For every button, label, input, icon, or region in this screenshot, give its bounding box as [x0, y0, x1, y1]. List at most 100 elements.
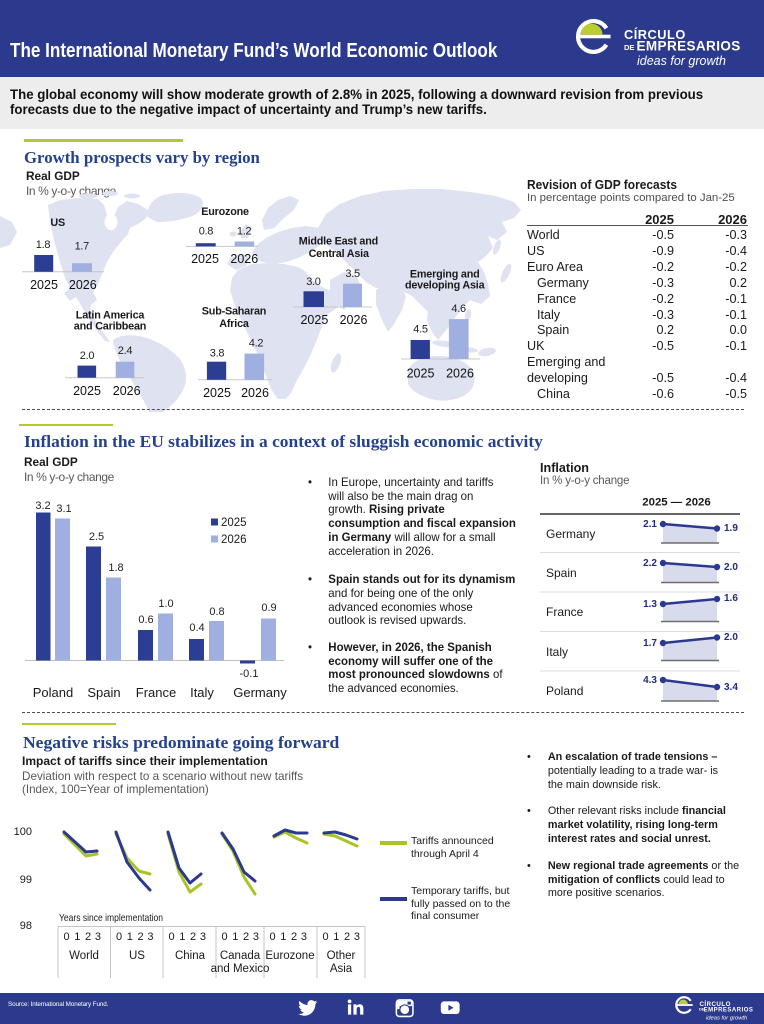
- svg-text:4.3: 4.3: [643, 675, 657, 686]
- svg-text:Years since implementation: Years since implementation: [59, 912, 163, 924]
- svg-text:3: 3: [147, 931, 153, 943]
- svg-text:2025: 2025: [221, 517, 247, 529]
- svg-text:Latin America: Latin America: [76, 310, 146, 322]
- svg-text:Emerging and: Emerging and: [410, 269, 480, 281]
- svg-text:1.0: 1.0: [158, 598, 173, 610]
- svg-text:France: France: [136, 685, 176, 700]
- svg-text:2025: 2025: [300, 313, 328, 327]
- svg-text:2.0: 2.0: [724, 632, 738, 643]
- svg-text:3.0: 3.0: [306, 276, 321, 288]
- svg-text:2: 2: [291, 931, 297, 943]
- svg-text:2026: 2026: [113, 384, 141, 398]
- svg-text:1.7: 1.7: [75, 240, 90, 252]
- svg-text:2.0: 2.0: [724, 562, 738, 573]
- svg-text:ideas for growth: ideas for growth: [637, 54, 726, 68]
- svg-text:Sub-Saharan: Sub-Saharan: [202, 305, 266, 317]
- svg-text:CÍRCULO: CÍRCULO: [624, 27, 686, 42]
- svg-text:Eurozone: Eurozone: [265, 950, 314, 962]
- svg-text:DE: DE: [699, 1008, 705, 1012]
- svg-text:2025: 2025: [73, 384, 101, 398]
- svg-text:1.7: 1.7: [643, 638, 657, 649]
- svg-text:World: World: [69, 950, 99, 962]
- svg-text:US: US: [129, 950, 145, 962]
- svg-text:2025: 2025: [203, 386, 231, 400]
- svg-text:Spain: Spain: [87, 685, 120, 700]
- svg-text:Other: Other: [327, 950, 356, 962]
- svg-text:0.9: 0.9: [261, 602, 276, 614]
- svg-text:2026: 2026: [241, 386, 269, 400]
- svg-text:2025 — 2026: 2025 — 2026: [642, 497, 710, 509]
- svg-text:0.8: 0.8: [209, 606, 224, 618]
- svg-text:Central Asia: Central Asia: [309, 248, 370, 260]
- svg-text:4.6: 4.6: [451, 303, 466, 315]
- svg-text:developing Asia: developing Asia: [405, 280, 486, 292]
- svg-text:0: 0: [322, 931, 328, 943]
- svg-text:1.8: 1.8: [36, 239, 51, 251]
- svg-text:Spain: Spain: [546, 566, 577, 580]
- svg-text:99: 99: [20, 874, 32, 886]
- svg-text:0: 0: [221, 931, 227, 943]
- svg-text:0: 0: [63, 931, 69, 943]
- svg-text:2.2: 2.2: [643, 558, 657, 569]
- svg-text:Eurozone: Eurozone: [201, 206, 249, 218]
- svg-text:Asia: Asia: [330, 963, 353, 975]
- svg-text:3.8: 3.8: [210, 348, 225, 360]
- svg-text:China: China: [175, 950, 206, 962]
- svg-text:Africa: Africa: [219, 318, 250, 330]
- svg-text:4.2: 4.2: [249, 338, 264, 350]
- svg-text:0: 0: [269, 931, 275, 943]
- svg-text:1: 1: [232, 931, 238, 943]
- svg-text:2025: 2025: [407, 367, 435, 381]
- svg-text:3: 3: [95, 931, 101, 943]
- svg-text:-0.1: -0.1: [240, 668, 259, 680]
- svg-text:CÍRCULO: CÍRCULO: [700, 1000, 731, 1008]
- svg-text:Poland: Poland: [546, 684, 583, 698]
- svg-text:and Mexico: and Mexico: [211, 963, 270, 975]
- svg-text:2026: 2026: [446, 367, 474, 381]
- svg-text:Germany: Germany: [546, 527, 595, 541]
- svg-text:3.2: 3.2: [35, 500, 50, 512]
- svg-text:DE: DE: [624, 43, 634, 52]
- svg-text:0: 0: [168, 931, 174, 943]
- svg-text:0: 0: [116, 931, 122, 943]
- svg-text:France: France: [546, 605, 584, 619]
- svg-text:100: 100: [14, 826, 32, 838]
- svg-text:EMPRESARIOS: EMPRESARIOS: [704, 1007, 754, 1013]
- svg-text:Middle East and: Middle East and: [299, 235, 378, 247]
- svg-text:98: 98: [20, 920, 32, 932]
- svg-text:1: 1: [179, 931, 185, 943]
- svg-text:Germany: Germany: [233, 685, 287, 700]
- svg-text:3: 3: [354, 931, 360, 943]
- svg-text:1: 1: [127, 931, 133, 943]
- svg-text:2.4: 2.4: [118, 345, 133, 357]
- svg-text:3: 3: [253, 931, 259, 943]
- svg-text:2026: 2026: [221, 534, 247, 546]
- svg-text:1.8: 1.8: [108, 562, 123, 574]
- svg-text:1.3: 1.3: [643, 599, 657, 610]
- svg-text:Poland: Poland: [33, 685, 73, 700]
- svg-text:1: 1: [333, 931, 339, 943]
- svg-text:3.4: 3.4: [724, 682, 738, 693]
- svg-text:4.5: 4.5: [413, 324, 428, 336]
- svg-text:0.4: 0.4: [189, 622, 204, 634]
- svg-text:Italy: Italy: [546, 645, 568, 659]
- svg-text:3.5: 3.5: [345, 268, 360, 280]
- svg-text:and Caribbean: and Caribbean: [74, 321, 146, 333]
- svg-text:0.6: 0.6: [138, 614, 153, 626]
- svg-text:2026: 2026: [340, 313, 368, 327]
- svg-text:2: 2: [190, 931, 196, 943]
- svg-text:2.1: 2.1: [643, 519, 657, 530]
- svg-text:US: US: [50, 217, 65, 229]
- svg-text:3: 3: [301, 931, 307, 943]
- svg-text:Canada: Canada: [220, 950, 261, 962]
- svg-text:1.6: 1.6: [724, 593, 738, 604]
- svg-text:2.5: 2.5: [89, 531, 104, 543]
- svg-text:0.8: 0.8: [199, 226, 214, 238]
- svg-text:1: 1: [74, 931, 80, 943]
- svg-text:ideas for growth: ideas for growth: [706, 1015, 747, 1021]
- svg-text:1.2: 1.2: [237, 226, 252, 238]
- svg-text:2: 2: [344, 931, 350, 943]
- svg-text:Italy: Italy: [190, 685, 214, 700]
- svg-text:1: 1: [280, 931, 286, 943]
- svg-text:3: 3: [200, 931, 206, 943]
